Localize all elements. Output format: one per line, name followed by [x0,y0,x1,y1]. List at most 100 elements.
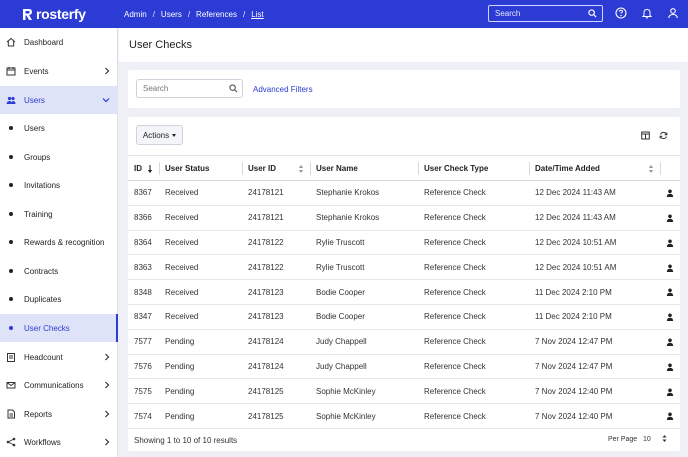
cell-user-check-type: Reference Check [418,205,529,231]
table-row[interactable]: 8366 Received 24178121 Stephanie Krokos Refe… [128,205,680,231]
sidebar-item-reports[interactable]: Reports [0,400,118,428]
cell-user-check-type: Reference Check [418,230,529,256]
cell-text: 24178124 [248,361,284,371]
table-row[interactable]: 8348 Received 24178123 Bodie Cooper Referenc… [128,279,680,305]
sidebar-item-communications[interactable]: Communications [0,371,118,399]
table-search-input[interactable] [137,84,227,93]
page-title: User Checks [129,39,192,51]
sidebar-item-events[interactable]: Events [0,57,118,85]
search-icon[interactable] [229,84,238,93]
table-row[interactable]: 7574 Pending 24178125 Sophie McKinley Refere… [128,403,680,429]
column-header-user-status[interactable]: User Status [159,155,242,181]
cell-text: 24178125 [248,411,284,421]
user-profile-icon[interactable] [666,313,674,322]
sidebar-subitem-contracts[interactable]: Contracts [0,257,118,285]
sidebar-subitem-invitations[interactable]: Invitations [0,171,118,199]
user-profile-icon[interactable] [666,388,674,396]
table-row[interactable]: 8367 Received 24178121 Stephanie Krokos Refe… [128,180,680,206]
table-header-row: ID User Status User ID User Name User Ch… [128,155,680,181]
user-profile-icon[interactable] [666,264,674,272]
breadcrumb-references[interactable]: References [196,9,237,19]
per-page-select[interactable]: 10 [643,433,667,446]
bullet-icon [9,269,13,273]
cell-text: Stephanie Krokos [316,213,380,223]
cell-row-action [660,354,680,380]
table-row[interactable]: 8347 Received 24178123 Bodie Cooper Referenc… [128,304,680,330]
breadcrumb-list[interactable]: List [251,9,264,19]
clipboard-icon [7,353,15,362]
search-icon[interactable] [588,9,597,18]
cell-text: 8366 [134,213,152,223]
sidebar-item-label: Users [24,123,45,133]
sidebar-item-workflows[interactable]: Workflows [0,428,118,456]
sidebar-subitem-user-checks[interactable]: User Checks [0,314,118,342]
table-row[interactable]: 7576 Pending 24178124 Judy Chappell Referenc… [128,354,680,380]
cell-user-check-type: Reference Check [418,403,529,429]
bullet-icon [9,240,13,244]
cell-row-action [660,304,680,330]
user-profile-icon[interactable] [666,239,674,247]
per-page-label: Per Page [608,436,638,443]
logo[interactable]: rosterfy [22,6,122,22]
sidebar: Dashboard Events Users Users Groups Invi… [0,28,118,457]
bell-icon[interactable] [641,7,653,19]
sidebar-subitem-duplicates[interactable]: Duplicates [0,285,118,313]
user-profile-icon[interactable] [666,288,674,297]
column-header-user-check-type[interactable]: User Check Type [418,155,529,181]
home-icon [6,37,16,47]
refresh-icon[interactable] [659,131,668,140]
sidebar-subitem-training[interactable]: Training [0,200,118,228]
cell-user-status: Received [159,254,242,281]
sidebar-subitem-users[interactable]: Users [0,114,118,142]
cell-id: 8364 [128,230,159,256]
global-search-input[interactable] [489,9,584,18]
column-label: ID [134,163,142,173]
sidebar-item-label: Training [24,209,53,219]
cell-date-time-added: 7 Nov 2024 12:40 PM [529,403,660,429]
user-profile-icon[interactable] [666,412,674,421]
help-icon[interactable] [615,7,627,19]
cell-text: Pending [165,411,195,421]
table-row[interactable]: 8363 Received 24178122 Rylie Truscott Refere… [128,254,680,281]
breadcrumb-admin[interactable]: Admin [124,9,147,19]
table-row[interactable]: 7575 Pending 24178125 Sophie McKinley Refere… [128,378,680,405]
cell-text: 24178122 [248,237,284,247]
cell-text: Reference Check [424,361,486,371]
column-header-id[interactable]: ID [128,155,159,181]
sidebar-subitem-rewards[interactable]: Rewards & recognition [0,228,118,256]
user-profile-icon[interactable] [666,338,674,347]
sidebar-item-headcount[interactable]: Headcount [0,343,118,371]
cell-user-check-type: Reference Check [418,304,529,330]
breadcrumb-separator: / [242,9,246,19]
table-row[interactable]: 8364 Received 24178122 Rylie Truscott Refere… [128,230,680,256]
user-icon[interactable] [667,7,679,19]
cell-date-time-added: 7 Nov 2024 12:47 PM [529,354,660,380]
column-label: User ID [248,163,277,173]
caret-down-icon [172,133,177,137]
column-header-date-time-added[interactable]: Date/Time Added [529,155,660,181]
columns-icon[interactable] [641,131,650,140]
cell-user-status: Received [159,230,242,256]
user-profile-icon[interactable] [666,363,674,371]
sort-desc-icon [147,165,153,173]
sidebar-item-users[interactable]: Users [0,86,118,114]
cell-date-time-added: 12 Dec 2024 10:51 AM [529,230,660,256]
cell-text: Reference Check [424,312,486,322]
table-row[interactable]: 7577 Pending 24178124 Judy Chappell Referenc… [128,329,680,355]
advanced-filters-link[interactable]: Advanced Filters [253,85,313,94]
cell-text: 24178121 [248,188,284,198]
user-profile-icon[interactable] [666,189,674,198]
column-header-user-id[interactable]: User ID [242,155,310,181]
sidebar-item-label: Invitations [24,180,61,190]
actions-dropdown-button[interactable]: Actions [136,125,183,145]
user-profile-icon[interactable] [666,214,674,223]
column-header-user-name[interactable]: User Name [310,155,418,181]
cell-text: 24178123 [248,312,284,322]
cell-user-name: Sophie McKinley [310,378,418,405]
cell-user-name: Bodie Cooper [310,279,418,305]
breadcrumb-users[interactable]: Users [160,9,182,19]
top-navigation-bar: rosterfy Admin / Users / References / Li… [0,0,688,28]
sidebar-item-dashboard[interactable]: Dashboard [0,28,118,56]
sidebar-subitem-groups[interactable]: Groups [0,143,118,171]
cell-text: Received [165,237,199,247]
